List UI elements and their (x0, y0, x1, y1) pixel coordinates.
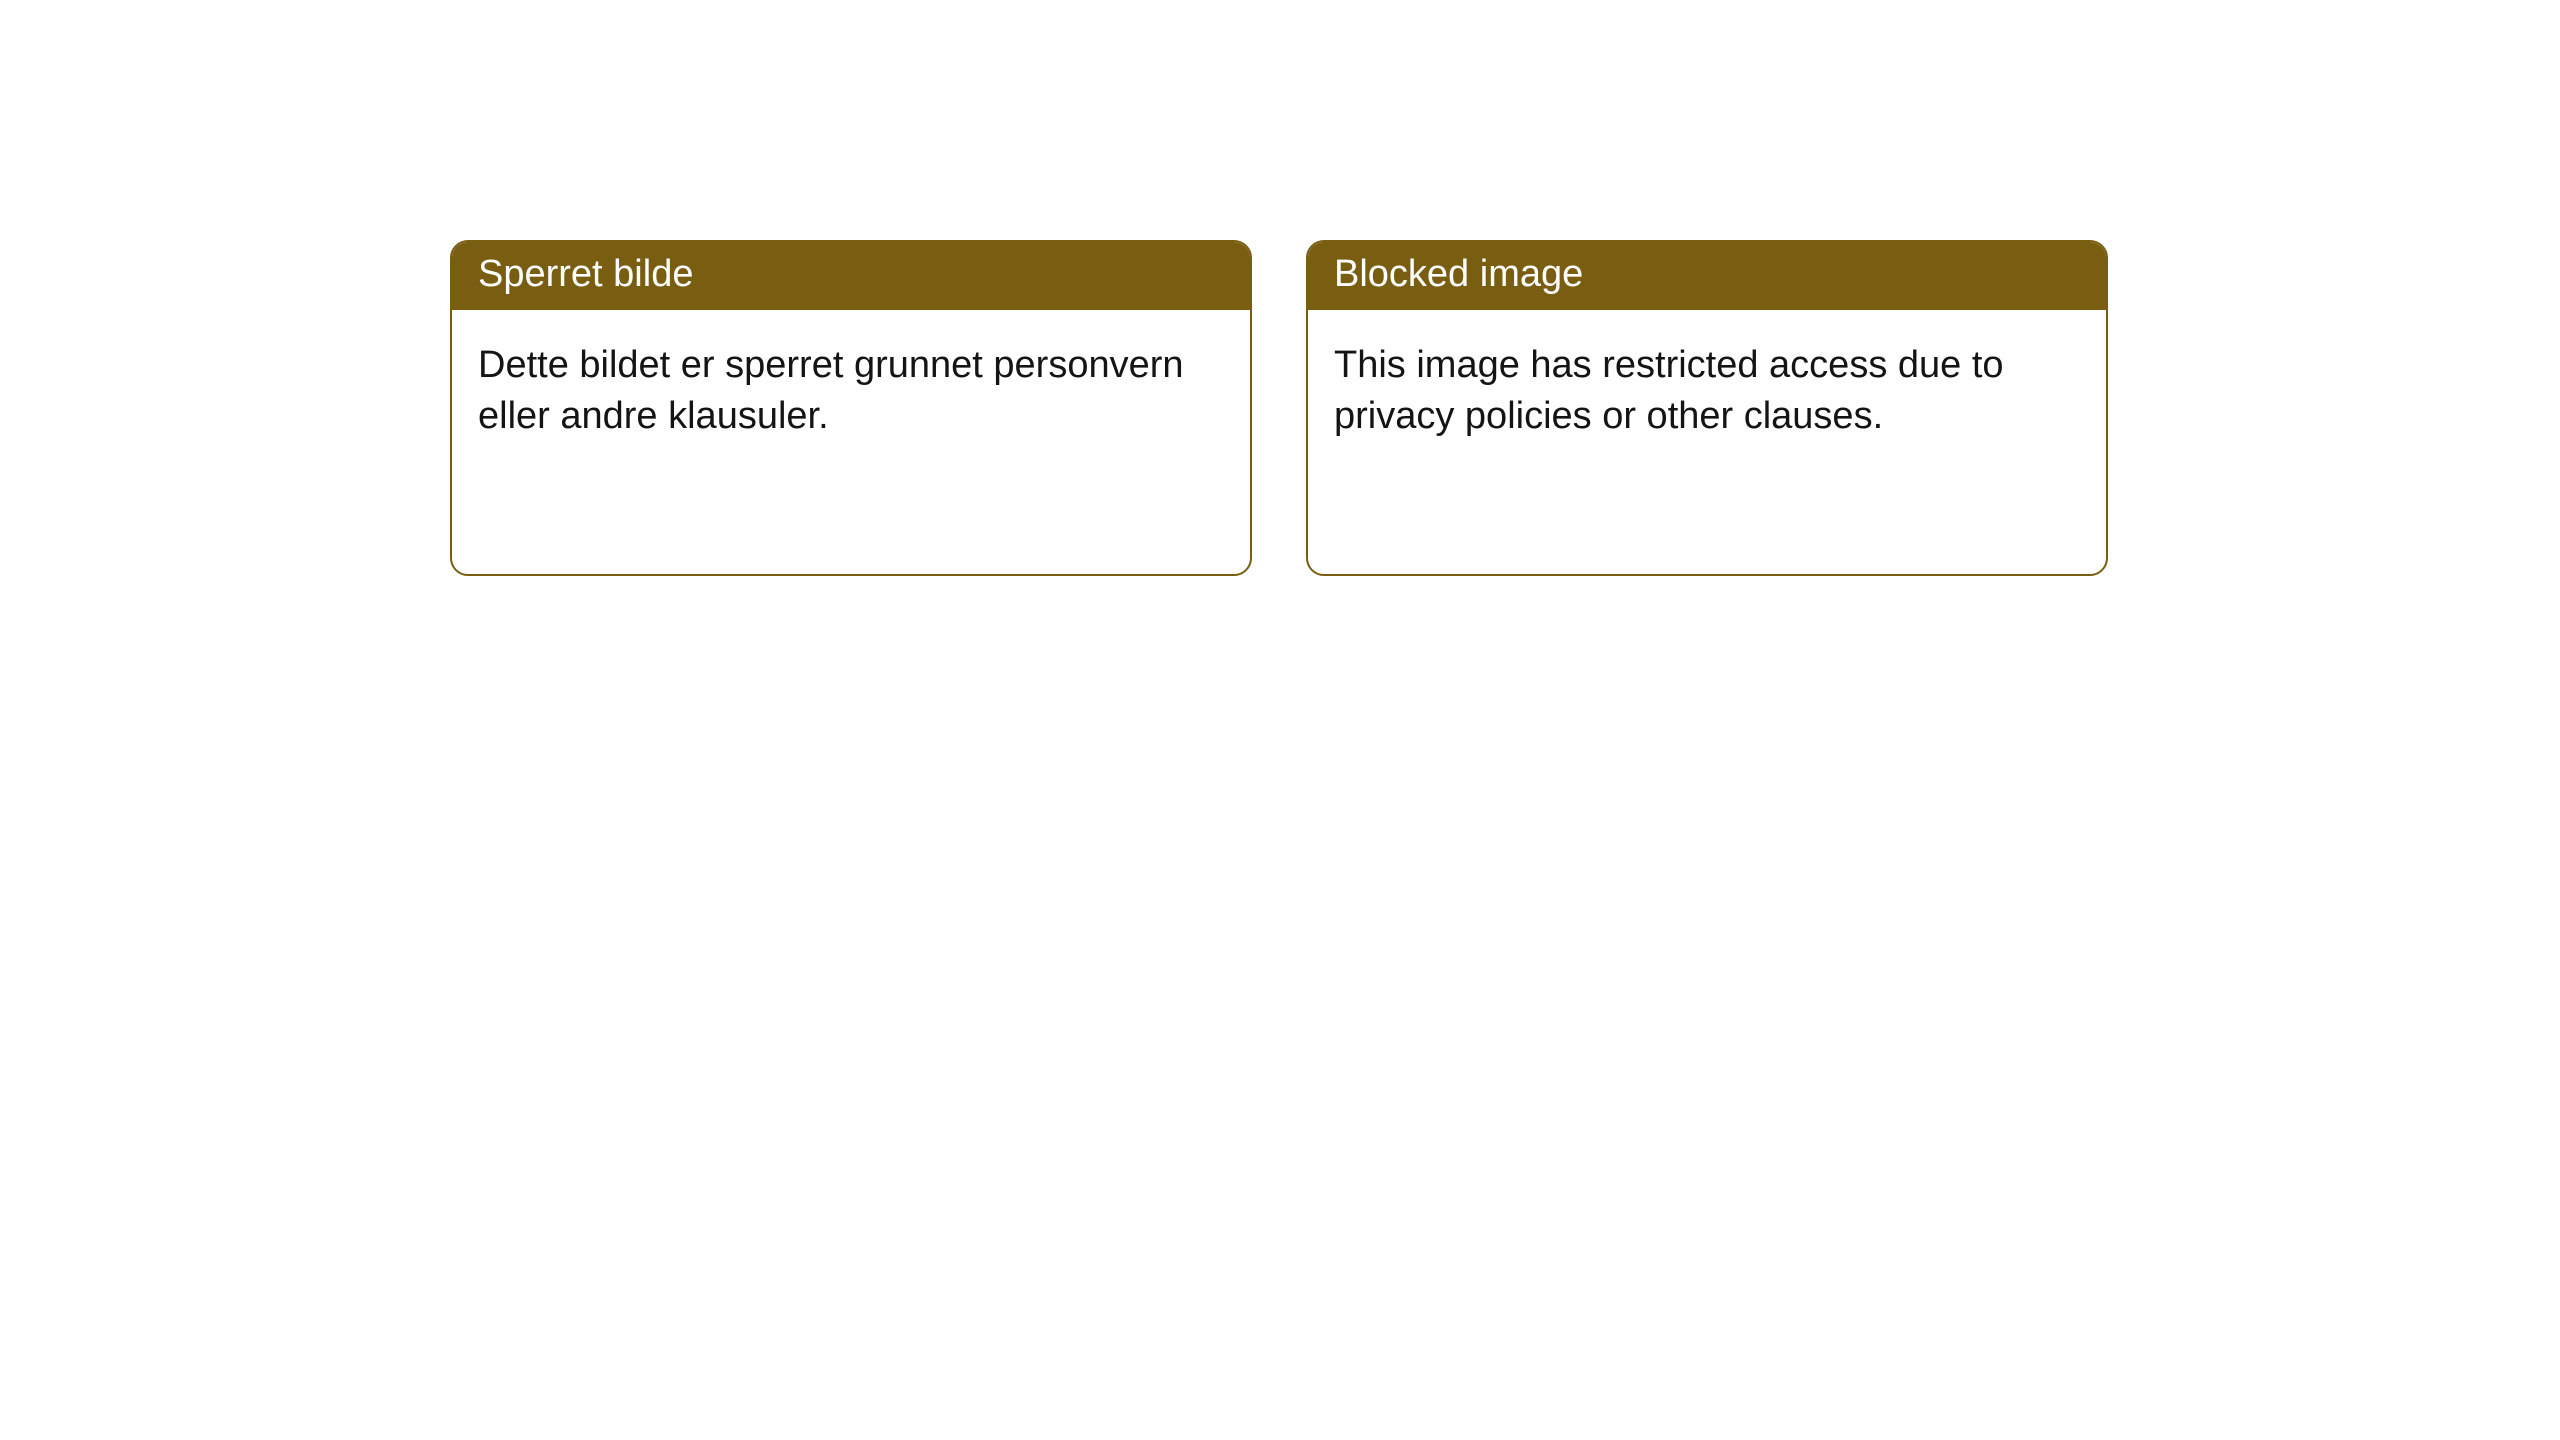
notice-container: Sperret bilde Dette bildet er sperret gr… (0, 0, 2560, 576)
card-title: Sperret bilde (478, 253, 693, 295)
notice-card-norwegian: Sperret bilde Dette bildet er sperret gr… (450, 240, 1252, 576)
card-body: This image has restricted access due to … (1308, 310, 2106, 473)
card-title: Blocked image (1334, 253, 1583, 295)
card-header: Blocked image (1308, 242, 2106, 310)
card-message: Dette bildet er sperret grunnet personve… (478, 344, 1184, 437)
card-body: Dette bildet er sperret grunnet personve… (452, 310, 1250, 473)
card-header: Sperret bilde (452, 242, 1250, 310)
card-message: This image has restricted access due to … (1334, 344, 2004, 437)
notice-card-english: Blocked image This image has restricted … (1306, 240, 2108, 576)
